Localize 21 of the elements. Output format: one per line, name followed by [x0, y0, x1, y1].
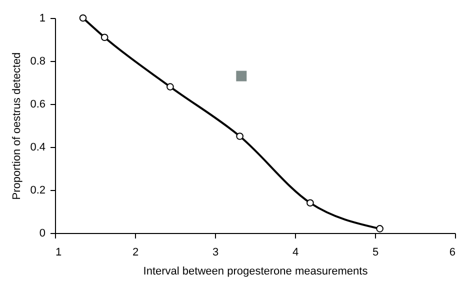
x-axis-title: Interval between progesterone measurements: [143, 266, 368, 278]
y-tick-label: 0.6: [30, 98, 46, 110]
y-tick-label: 0.8: [30, 56, 46, 68]
x-tick-label: 4: [292, 246, 299, 258]
point: [236, 70, 247, 82]
point: [100, 34, 108, 42]
point: [306, 199, 314, 207]
x-tick-label: 5: [372, 246, 379, 258]
y-tick-label: 0.2: [30, 184, 46, 196]
point: [79, 14, 87, 22]
x-tick-label: 2: [132, 246, 139, 258]
y-tick-label: 0.4: [30, 142, 46, 154]
y-tick-label: 0: [39, 228, 46, 240]
y-axis-title: Proportion of oestrus detected: [11, 52, 24, 200]
point: [376, 225, 384, 232]
x-tick-label: 1: [56, 246, 62, 258]
x-tick-label: 6: [449, 246, 456, 258]
x-tick-label: 3: [212, 246, 219, 258]
point: [236, 132, 244, 140]
y-tick-label: 1: [39, 12, 46, 24]
point: [166, 83, 174, 90]
